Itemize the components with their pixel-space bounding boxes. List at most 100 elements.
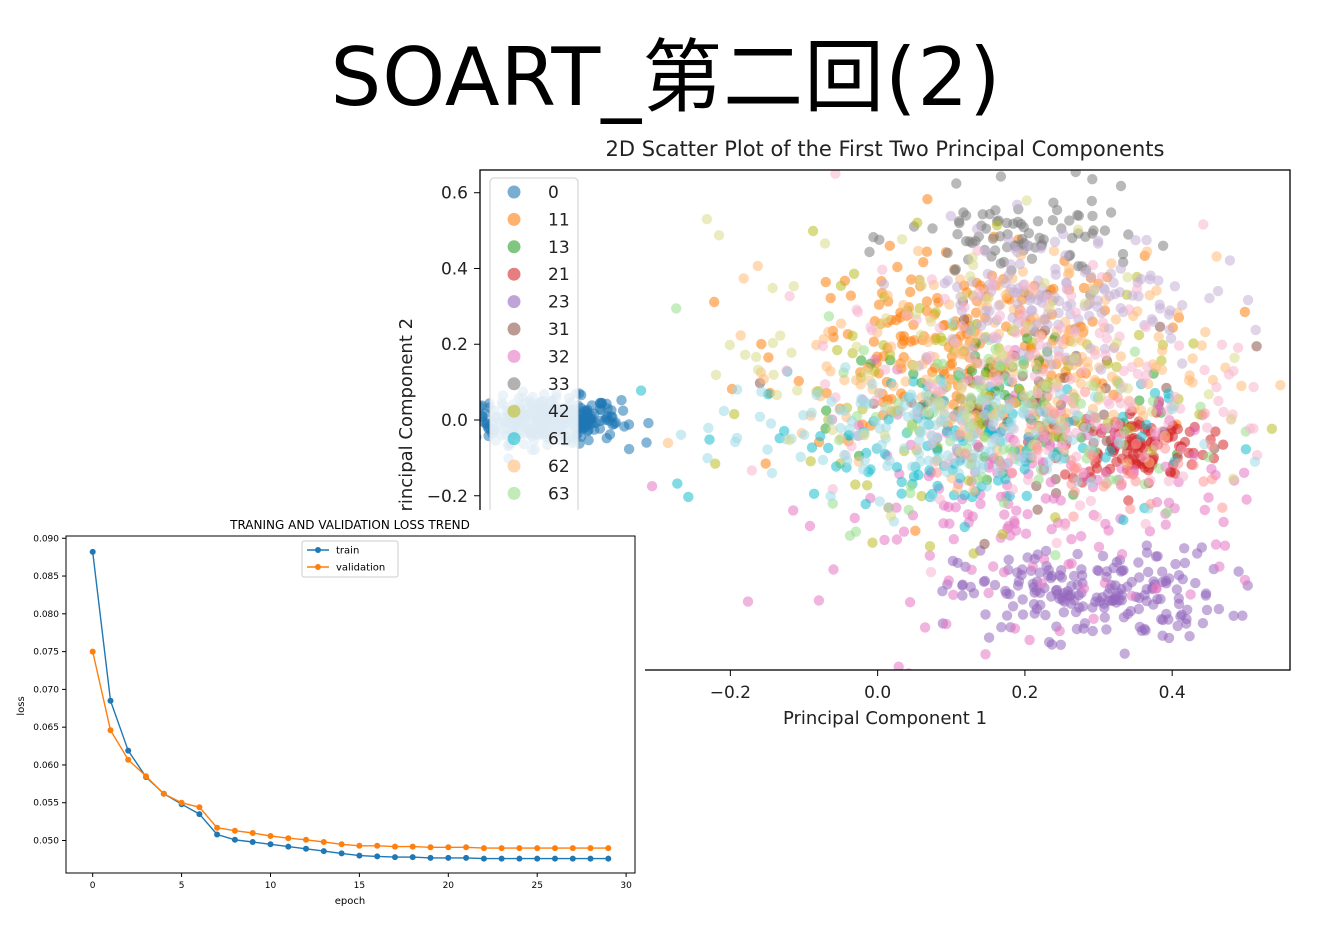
- scatter-point: [825, 415, 836, 426]
- scatter-point: [1210, 426, 1221, 437]
- scatter-point: [916, 426, 927, 437]
- scatter-point: [968, 449, 979, 460]
- scatter-point: [834, 435, 845, 446]
- scatter-y-label: Principal Component 2: [396, 318, 417, 522]
- scatter-point: [986, 377, 997, 388]
- scatter-point: [849, 512, 860, 524]
- scatter-point: [921, 246, 933, 257]
- scatter-point: [840, 362, 851, 373]
- scatter-point: [912, 217, 923, 228]
- scatter-point: [896, 234, 908, 245]
- scatter-point: [1079, 298, 1090, 309]
- scatter-point: [704, 434, 715, 445]
- scatter-point: [1123, 229, 1134, 240]
- scatter-point: [1241, 494, 1252, 505]
- scatter-point: [1003, 234, 1015, 245]
- scatter-point: [915, 329, 927, 341]
- loss-point: [356, 842, 363, 849]
- scatter-point: [1147, 395, 1159, 407]
- scatter-point: [1040, 609, 1051, 621]
- scatter-point: [848, 268, 860, 279]
- scatter-point: [901, 308, 912, 320]
- scatter-point: [1203, 451, 1214, 463]
- scatter-point: [1143, 566, 1154, 578]
- scatter-point: [1026, 253, 1038, 264]
- scatter-point: [724, 339, 735, 351]
- scatter-point: [943, 575, 954, 586]
- scatter-point: [1151, 582, 1162, 594]
- scatter-point: [1043, 388, 1054, 400]
- scatter-point: [945, 210, 956, 222]
- scatter-point: [752, 260, 763, 272]
- scatter-point: [1203, 389, 1214, 400]
- scatter-point: [877, 264, 888, 275]
- scatter-point: [1126, 361, 1138, 373]
- scatter-y-tick-label: 0.0: [441, 411, 468, 431]
- scatter-point: [987, 281, 999, 292]
- scatter-point: [1084, 310, 1095, 322]
- scatter-legend-label: 0: [548, 183, 559, 203]
- scatter-point: [1131, 438, 1142, 449]
- scatter-point: [884, 349, 896, 360]
- scatter-point: [1141, 361, 1153, 372]
- scatter-point: [1173, 458, 1184, 469]
- scatter-point: [1223, 369, 1235, 380]
- scatter-point: [965, 271, 976, 282]
- scatter-point: [925, 566, 937, 578]
- scatter-point: [955, 367, 966, 379]
- scatter-point: [942, 247, 953, 259]
- scatter-point: [1233, 566, 1244, 577]
- scatter-point: [1166, 404, 1178, 415]
- scatter-point: [1172, 620, 1183, 632]
- scatter-point: [1210, 539, 1222, 550]
- scatter-point: [1145, 498, 1156, 510]
- scatter-point: [762, 444, 773, 455]
- scatter-point: [823, 326, 834, 338]
- scatter-point: [1185, 589, 1196, 600]
- scatter-point: [952, 229, 963, 240]
- scatter-point: [1149, 426, 1160, 437]
- scatter-point: [594, 397, 606, 409]
- scatter-point: [1018, 390, 1030, 401]
- scatter-point: [1051, 204, 1063, 216]
- scatter-point: [1065, 395, 1076, 406]
- scatter-point: [970, 410, 982, 421]
- scatter-point: [1061, 301, 1073, 312]
- scatter-legend-marker: [507, 432, 521, 446]
- scatter-point: [823, 442, 834, 454]
- scatter-point: [896, 476, 907, 488]
- scatter-point: [1232, 342, 1244, 353]
- scatter-point: [1040, 545, 1052, 557]
- loss-point: [516, 845, 523, 852]
- scatter-point: [878, 340, 889, 351]
- scatter-point: [1248, 423, 1259, 434]
- loss-point: [569, 845, 576, 852]
- scatter-x-tick-label: 0.2: [1011, 683, 1038, 703]
- scatter-point: [1098, 481, 1109, 492]
- scatter-point: [586, 413, 597, 425]
- scatter-point: [923, 455, 934, 466]
- scatter-point: [1088, 613, 1099, 624]
- scatter-point: [1229, 352, 1240, 363]
- scatter-point: [1116, 549, 1128, 560]
- loss-x-tick-label: 30: [620, 881, 632, 891]
- scatter-point: [1049, 408, 1060, 419]
- scatter-point: [942, 450, 953, 461]
- scatter-point: [1141, 234, 1152, 246]
- scatter-point: [641, 437, 652, 448]
- scatter-point: [1032, 504, 1043, 515]
- scatter-point: [798, 410, 809, 421]
- scatter-point: [879, 534, 890, 546]
- scatter-legend-label: 31: [548, 320, 570, 340]
- scatter-point: [954, 429, 965, 440]
- scatter-point: [1206, 474, 1218, 485]
- scatter-point: [760, 458, 771, 469]
- loss-point: [338, 850, 345, 857]
- scatter-point: [979, 538, 990, 550]
- scatter-point: [1017, 564, 1028, 575]
- scatter-point: [997, 436, 1009, 447]
- scatter-point: [1212, 285, 1224, 297]
- scatter-point: [1197, 618, 1209, 629]
- scatter-point: [740, 349, 751, 360]
- scatter-point: [1017, 609, 1029, 620]
